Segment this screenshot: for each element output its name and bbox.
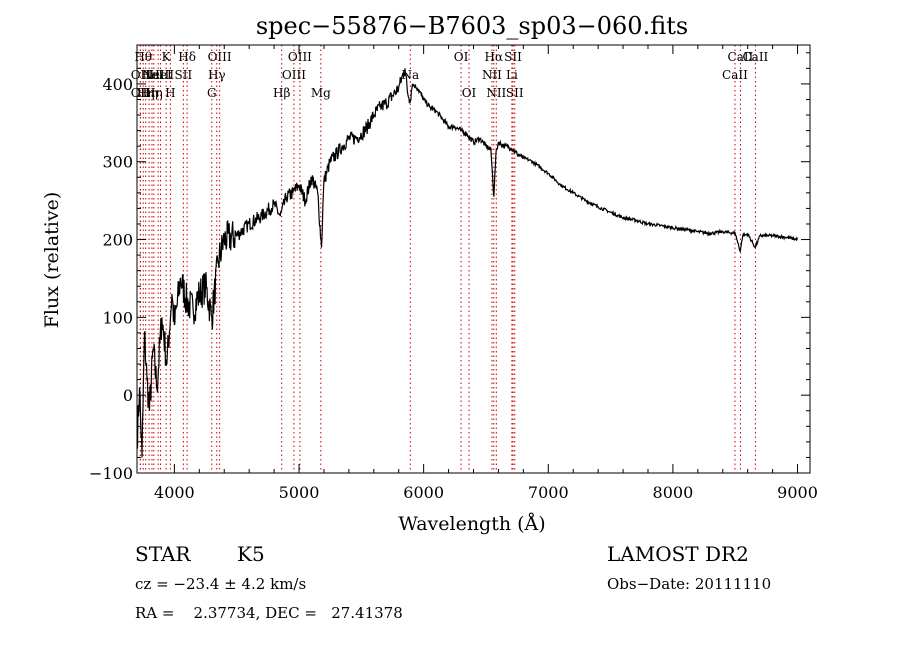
line-marker-label: HeI — [149, 68, 172, 82]
line-marker-label: Hη — [137, 86, 155, 100]
line-marker-label: Hα — [485, 50, 504, 64]
y-tick-label: 200 — [102, 231, 133, 250]
object-class: STAR — [135, 542, 191, 566]
chart-title: spec−55876−B7603_sp03−060.fits — [256, 12, 688, 40]
line-marker-label: OI — [454, 50, 469, 64]
line-marker-label: NeIII — [142, 68, 174, 82]
line-markers — [139, 45, 756, 473]
line-marker-label: OII — [131, 86, 151, 100]
line-marker-label: OI — [462, 86, 477, 100]
line-marker-label: Hη — [145, 86, 163, 100]
coordinates: RA = 2.37734, DEC = 27.41378 — [135, 604, 403, 622]
line-marker-label: NII — [486, 86, 506, 100]
observation-date: Obs−Date: 20111110 — [607, 575, 772, 593]
line-marker-label: CaII — [722, 68, 748, 82]
y-tick-label: 100 — [102, 308, 133, 327]
line-marker-label: HeI — [141, 68, 164, 82]
line-marker-label: G — [207, 86, 217, 100]
x-tick-label: 8000 — [653, 483, 694, 502]
line-marker-label: Hβ — [273, 86, 290, 100]
line-labels: HθOIIOIIHηHηHeIHηNeIIIHeIKHSIIHδGHγOIIIH… — [131, 50, 769, 100]
y-tick-label: 0 — [123, 386, 133, 405]
y-axis-ticks: −100 0 100 200 300 400 — [89, 52, 810, 483]
line-marker-label: K — [162, 50, 172, 64]
y-tick-label: 300 — [102, 153, 133, 172]
x-tick-label: 5000 — [279, 483, 320, 502]
y-tick-label: 400 — [102, 75, 133, 94]
line-marker-label: OIII — [288, 50, 312, 64]
object-subclass: K5 — [237, 542, 265, 566]
x-tick-label: 9000 — [777, 483, 818, 502]
redshift-velocity: cz = −23.4 ± 4.2 km/s — [135, 575, 307, 593]
line-marker-label: OIII — [208, 50, 232, 64]
line-marker-label: Hθ — [134, 50, 152, 64]
line-marker-label: SII — [504, 50, 522, 64]
x-axis-ticks: 4000 5000 6000 7000 8000 9000 — [154, 45, 818, 502]
line-marker-label: NII — [482, 68, 502, 82]
line-marker-label: OII — [131, 68, 151, 82]
line-marker-label: SII — [506, 86, 524, 100]
line-marker-label: CaII — [742, 50, 768, 64]
line-marker-label: Hγ — [208, 68, 226, 82]
line-marker-label: SII — [175, 68, 193, 82]
plot-frame — [136, 44, 811, 474]
line-marker-label: Hη — [140, 86, 158, 100]
line-marker-label: Mg — [311, 86, 331, 100]
spectrum-line — [136, 68, 799, 458]
survey-name: LAMOST DR2 — [607, 542, 749, 566]
y-tick-label: −100 — [89, 464, 133, 483]
line-marker-label: OIII — [282, 68, 306, 82]
line-marker-label: CaII — [728, 50, 754, 64]
line-marker-label: Li — [506, 68, 518, 82]
line-marker-label: H — [165, 86, 175, 100]
x-tick-label: 7000 — [528, 483, 569, 502]
x-tick-label: 6000 — [403, 483, 444, 502]
y-axis-label: Flux (relative) — [41, 192, 63, 329]
x-axis-label: Wavelength (Å) — [398, 513, 545, 535]
line-marker-label: Hδ — [178, 50, 196, 64]
x-tick-label: 4000 — [154, 483, 195, 502]
